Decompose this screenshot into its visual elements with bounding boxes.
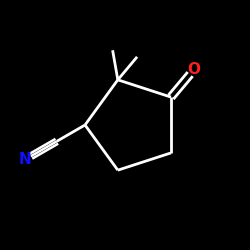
Text: N: N	[19, 152, 32, 167]
Text: O: O	[188, 62, 201, 77]
